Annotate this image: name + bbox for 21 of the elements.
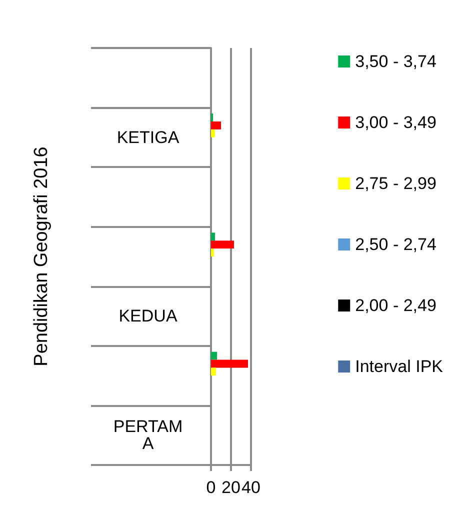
legend-label: 2,00 - 2,49 — [355, 296, 436, 315]
legend-label: 3,50 - 3,74 — [355, 52, 436, 71]
x-tick-label: 0 — [206, 478, 216, 497]
y-tick-label: KEDUA — [118, 306, 178, 326]
legend-label: 2,50 - 2,74 — [355, 235, 436, 254]
bar — [211, 240, 234, 249]
legend-label: 3,00 - 3,49 — [355, 113, 436, 132]
bar — [211, 368, 216, 376]
x-tick-label: 40 — [242, 478, 260, 497]
bar — [211, 248, 214, 256]
y-tick-label: PERTAMA — [113, 417, 183, 454]
legend-label: 2,75 - 2,99 — [355, 174, 436, 193]
bar — [211, 129, 215, 138]
bar — [211, 352, 217, 360]
bar — [211, 121, 221, 130]
bar — [211, 360, 248, 368]
legend-label: Interval IPK — [355, 357, 444, 376]
x-tick-label: 20 — [222, 478, 240, 497]
y-tick-label: KETIGA — [116, 128, 180, 147]
bar — [211, 232, 215, 241]
y-axis-title: Pendidikan Geografi 2016 — [31, 146, 52, 366]
